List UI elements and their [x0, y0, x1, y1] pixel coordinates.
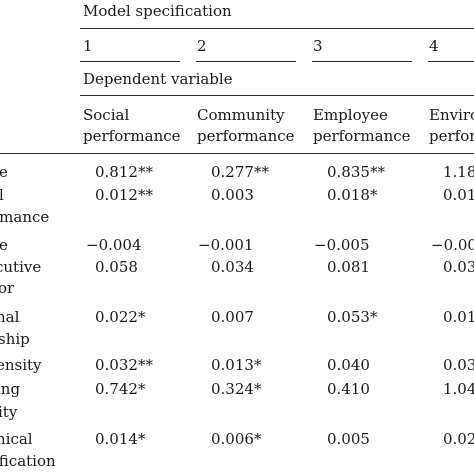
column-head-line2: performance [313, 127, 411, 145]
table-cell: 0.018* [327, 186, 378, 204]
dependent-rule [80, 95, 474, 96]
table-cell: 0.058 [95, 258, 138, 276]
row-label: hical [0, 430, 33, 448]
model-number-2: 2 [197, 37, 207, 55]
model-number-1: 1 [83, 37, 93, 55]
table-cell: 0.007 [211, 308, 254, 326]
table-cell: 0.005 [327, 430, 370, 448]
model-rule-1 [80, 61, 180, 62]
column-head-line1: Employee [313, 106, 388, 124]
row-label: ship [0, 330, 30, 348]
dependent-variable-label: Dependent variable [83, 70, 233, 88]
table-cell: 0.277** [211, 163, 269, 181]
column-head-line1: Community [197, 106, 285, 124]
row-label: cutive [0, 258, 42, 276]
row-label: rmance [0, 208, 50, 226]
table-cell: 0.03 [443, 258, 474, 276]
column-head-line2: perfor [429, 127, 474, 145]
table-title: Model specification [83, 2, 232, 20]
table-cell: 0.03 [443, 356, 474, 374]
table-cell: 0.034 [211, 258, 254, 276]
table-cell: 0.006* [211, 430, 262, 448]
table-cell: 0.835** [327, 163, 385, 181]
row-label: e [0, 236, 8, 254]
row-label: ity [0, 403, 18, 421]
table-cell: −0.004 [86, 236, 142, 254]
table-cell: 1.18 [443, 163, 474, 181]
table-cell: 0.324* [211, 380, 262, 398]
model-rule-3 [312, 61, 412, 62]
table-cell: 0.014* [95, 430, 146, 448]
table-cell: 0.742* [95, 380, 146, 398]
table-cell: −0.00 [431, 236, 474, 254]
table-cell: 0.410 [327, 380, 370, 398]
header-rule-top [80, 28, 474, 29]
table-cell: 0.013* [211, 356, 262, 374]
row-label: ing [0, 380, 21, 398]
row-label: nal [0, 308, 20, 326]
model-number-4: 4 [429, 37, 439, 55]
model-number-3: 3 [313, 37, 323, 55]
table-cell: 0.032** [95, 356, 153, 374]
row-label: or [0, 279, 15, 297]
table-cell: 1.04 [443, 380, 474, 398]
row-label: ification [0, 452, 56, 470]
column-head-line1: Enviro [429, 106, 474, 124]
column-head-line1: Social [83, 106, 130, 124]
table-cell: 0.012** [95, 186, 153, 204]
column-head-line2: performance [197, 127, 295, 145]
row-label: e [0, 163, 8, 181]
body-rule [0, 153, 474, 154]
model-rule-2 [196, 61, 296, 62]
table-cell: 0.022* [95, 308, 146, 326]
column-head-line2: performance [83, 127, 181, 145]
table-cell: 0.812** [95, 163, 153, 181]
model-rule-4 [428, 61, 474, 62]
table-cell: 0.02 [443, 430, 474, 448]
row-label: l [0, 186, 4, 204]
table-cell: −0.001 [198, 236, 254, 254]
table-cell: 0.01 [443, 308, 474, 326]
row-label: ensity [0, 356, 42, 374]
table-cell: 0.01 [443, 186, 474, 204]
table-cell: 0.081 [327, 258, 370, 276]
table-cell: 0.053* [327, 308, 378, 326]
table-cell: −0.005 [314, 236, 370, 254]
table-cell: 0.003 [211, 186, 254, 204]
table-cell: 0.040 [327, 356, 370, 374]
